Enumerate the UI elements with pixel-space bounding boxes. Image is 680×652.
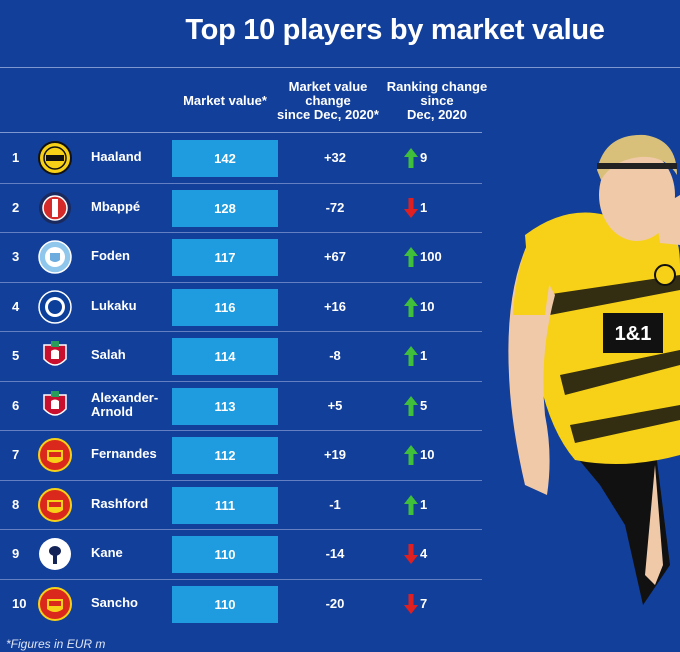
ranking-change: 1 bbox=[420, 496, 428, 512]
row-divider bbox=[0, 182, 482, 184]
ranking-change: 10 bbox=[420, 447, 435, 462]
arrow-down-icon bbox=[404, 544, 418, 564]
header-rank-change-line-1: Ranking change bbox=[386, 79, 488, 94]
club-crest-icon bbox=[38, 240, 72, 274]
market-value-change: +67 bbox=[323, 249, 347, 264]
market-value-change: +16 bbox=[323, 298, 347, 314]
footnote: *Figures in EUR m bbox=[6, 637, 106, 651]
header-mv-change-line-1: Market value bbox=[288, 79, 368, 94]
market-value-bar: 142 bbox=[172, 140, 278, 177]
player-name: Lukaku bbox=[91, 297, 137, 313]
player-name: Mbappé bbox=[91, 198, 141, 214]
row-divider bbox=[0, 430, 482, 431]
market-value-change: -14 bbox=[325, 546, 345, 561]
rank-number: 3 bbox=[12, 249, 20, 264]
rank-number: 9 bbox=[12, 546, 20, 561]
club-crest-icon bbox=[38, 289, 72, 324]
player-name-line-2: Arnold bbox=[91, 403, 133, 419]
header-bottom-divider bbox=[0, 132, 482, 133]
rank-number: 8 bbox=[12, 496, 20, 512]
club-crest-icon bbox=[38, 537, 72, 571]
player-name: Foden bbox=[91, 248, 130, 263]
market-value-bar: 113 bbox=[172, 387, 278, 425]
ranking-change: 1 bbox=[420, 199, 428, 215]
ranking-change: 9 bbox=[420, 150, 428, 165]
market-value-bar: 114 bbox=[172, 338, 278, 375]
arrow-down-icon bbox=[404, 197, 418, 218]
market-value-bar: 116 bbox=[172, 288, 278, 326]
arrow-up-icon bbox=[404, 247, 418, 267]
market-value-bar: 117 bbox=[172, 239, 278, 276]
arrow-up-icon bbox=[404, 346, 418, 366]
club-crest-icon bbox=[38, 389, 72, 423]
page-title: Top 10 players by market value bbox=[185, 14, 605, 46]
player-photo: 1&1 bbox=[508, 134, 680, 605]
header-mv-change-line-2: change bbox=[305, 93, 351, 108]
rank-number: 5 bbox=[12, 348, 20, 363]
rank-number: 10 bbox=[12, 595, 27, 611]
ranking-change: 100 bbox=[420, 249, 442, 264]
player-name: Sancho bbox=[91, 594, 138, 610]
player-name-line-1: Alexander- bbox=[91, 389, 159, 405]
header-rank-change-line-2: since bbox=[420, 93, 454, 108]
player-name: Fernandes bbox=[91, 446, 157, 461]
club-crest-icon bbox=[38, 586, 72, 621]
header-mv-change-line-3: since Dec, 2020* bbox=[277, 107, 379, 122]
market-value-change: -20 bbox=[325, 595, 345, 611]
ranking-change: 5 bbox=[420, 397, 428, 413]
arrow-up-icon bbox=[404, 445, 418, 465]
rank-number: 4 bbox=[12, 298, 20, 314]
market-value-change: +5 bbox=[327, 397, 343, 413]
rank-number: 1 bbox=[12, 150, 20, 165]
market-value-change: -8 bbox=[329, 348, 341, 363]
rank-number: 2 bbox=[12, 199, 20, 215]
arrow-up-icon bbox=[404, 148, 418, 168]
row-divider bbox=[0, 331, 482, 332]
market-value-change: -72 bbox=[325, 199, 345, 215]
player-name: Salah bbox=[91, 347, 126, 362]
market-value-change: +32 bbox=[323, 150, 347, 165]
rank-number: 7 bbox=[12, 447, 20, 462]
row-divider bbox=[0, 232, 482, 233]
row-divider bbox=[0, 380, 482, 382]
header-market-value: Market value* bbox=[183, 93, 267, 108]
market-value-change: -1 bbox=[329, 496, 341, 512]
arrow-up-icon bbox=[404, 494, 418, 515]
row-divider bbox=[0, 529, 482, 530]
player-name: Haaland bbox=[91, 149, 142, 164]
market-value-bar: 128 bbox=[172, 189, 278, 227]
market-value-change: +19 bbox=[323, 447, 347, 462]
shirt-sponsor: 1&1 bbox=[615, 323, 652, 345]
player-name: Alexander- Arnold bbox=[91, 389, 169, 419]
market-value-bar: 111 bbox=[172, 486, 278, 524]
market-value-bar: 112 bbox=[172, 437, 278, 474]
player-name: Rashford bbox=[91, 495, 149, 511]
player-name: Kane bbox=[91, 545, 123, 560]
row-divider bbox=[0, 281, 482, 283]
market-value-bar: 110 bbox=[172, 585, 278, 623]
club-crest-icon bbox=[38, 438, 72, 472]
arrow-down-icon bbox=[404, 593, 418, 614]
ranking-change: 7 bbox=[420, 595, 428, 611]
ranking-change: 1 bbox=[420, 348, 428, 363]
row-divider bbox=[0, 479, 482, 481]
market-value-bar: 110 bbox=[172, 536, 278, 573]
club-crest-icon bbox=[38, 191, 72, 225]
arrow-up-icon bbox=[404, 395, 418, 416]
ranking-change: 10 bbox=[420, 298, 435, 314]
club-crest-icon bbox=[38, 141, 72, 175]
arrow-up-icon bbox=[404, 296, 418, 317]
header-market-value-change: Market value change since Dec, 2020* bbox=[268, 80, 388, 122]
club-crest-icon bbox=[38, 487, 72, 522]
ranking-change: 4 bbox=[420, 546, 428, 561]
row-divider bbox=[0, 578, 482, 580]
header-top-divider bbox=[0, 67, 680, 68]
club-crest-icon bbox=[38, 339, 72, 373]
header-rank-change-line-3: Dec, 2020 bbox=[407, 107, 467, 122]
header-ranking-change: Ranking change since Dec, 2020 bbox=[378, 80, 496, 122]
rank-number: 6 bbox=[12, 397, 20, 413]
